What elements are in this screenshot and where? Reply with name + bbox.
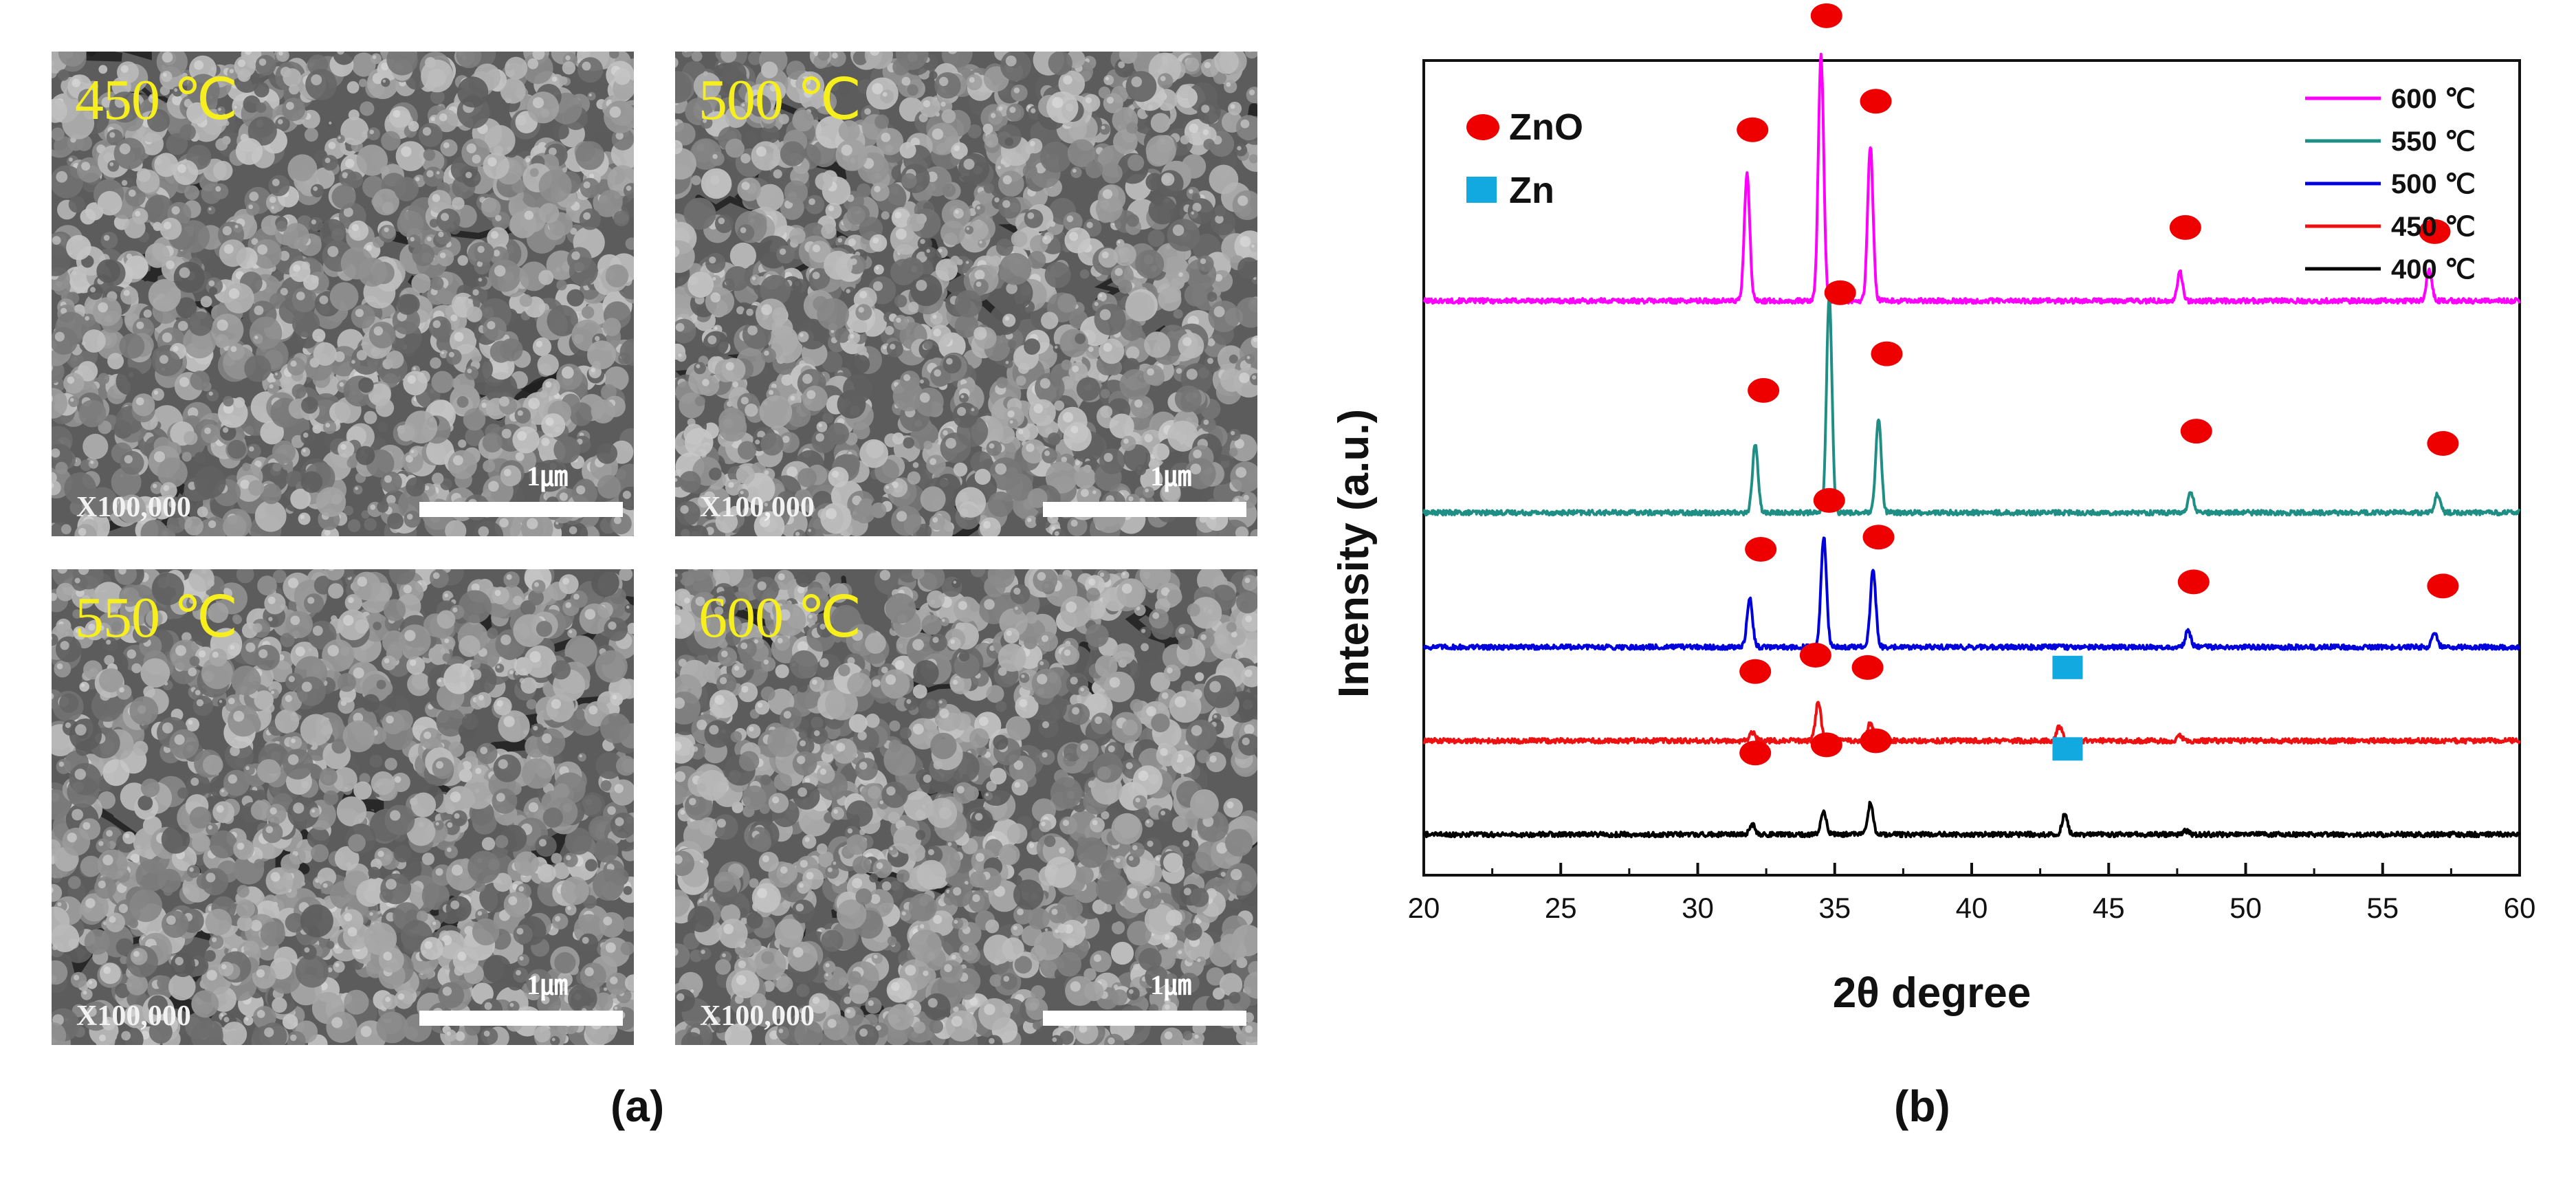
scale-bar <box>1043 502 1246 517</box>
legend-label: 500 ℃ <box>2391 169 2476 199</box>
zno-marker <box>2180 419 2212 444</box>
scale-label: 1㎛ <box>527 461 568 492</box>
zno-marker <box>1862 525 1895 550</box>
sem-texture <box>675 569 1257 1045</box>
scale-label: 1㎛ <box>527 969 568 1000</box>
magnification-label: X100,000 <box>700 492 815 523</box>
series-line-600 <box>1422 52 2521 305</box>
scale-bar <box>419 502 623 517</box>
zno-marker <box>1745 537 1777 562</box>
zno-marker <box>1799 643 1831 668</box>
scale-bar <box>419 1011 623 1026</box>
x-tick-label: 30 <box>1682 892 1714 924</box>
series-line-500 <box>1422 536 2521 651</box>
legend-label: 450 ℃ <box>2391 212 2476 242</box>
phase-legend-label: ZnO <box>1509 107 1583 148</box>
zno-marker <box>2427 430 2459 456</box>
sem-panel-600: 600 ℃ 1㎛ X100,000 <box>675 569 1257 1045</box>
zno-marker <box>2419 219 2451 244</box>
x-axis-label: 2θ degree <box>1833 969 2032 1017</box>
x-tick-label: 35 <box>1818 892 1851 924</box>
zno-marker <box>1860 728 1892 754</box>
temperature-label: 600 ℃ <box>698 586 861 650</box>
magnification-label: X100,000 <box>76 1000 191 1032</box>
sem-texture <box>52 52 634 536</box>
temperature-label: 450 ℃ <box>75 68 238 132</box>
zno-marker <box>1739 659 1772 684</box>
phase-markers <box>1737 3 2459 766</box>
x-ticks: 20 25 30 35 40 45 50 55 60 <box>1408 863 2536 924</box>
zno-marker <box>1860 89 1892 114</box>
magnification-label: X100,000 <box>700 1000 815 1032</box>
series-line-400 <box>1422 800 2521 839</box>
x-tick-label: 20 <box>1408 892 1440 924</box>
zno-marker <box>1824 280 1856 305</box>
zno-marker <box>2169 214 2201 240</box>
x-tick-label: 55 <box>2366 892 2399 924</box>
zno-marker <box>2427 573 2459 599</box>
x-tick-label: 40 <box>1956 892 1988 924</box>
x-tick-label: 45 <box>2093 892 2125 924</box>
sem-texture <box>52 569 634 1045</box>
zno-marker <box>1810 732 1842 758</box>
temperature-label: 500 ℃ <box>698 68 861 132</box>
zno-legend-marker <box>1466 114 1499 140</box>
scale-label: 1㎛ <box>1150 461 1191 492</box>
zno-marker <box>1813 487 1845 513</box>
series-line-550 <box>1422 296 2521 517</box>
phase-legend-label: Zn <box>1509 170 1554 211</box>
zno-marker <box>1737 117 1769 142</box>
legend-label: 550 ℃ <box>2391 126 2476 157</box>
zno-marker <box>1851 654 1884 680</box>
x-tick-label: 60 <box>2504 892 2536 924</box>
temperature-label: 550 ℃ <box>75 586 238 650</box>
sem-panel-550: 550 ℃ 1㎛ X100,000 <box>52 569 634 1045</box>
series-line-450 <box>1422 701 2521 745</box>
zn-marker <box>2052 655 2083 679</box>
zno-marker <box>1739 740 1772 766</box>
x-tick-label: 25 <box>1545 892 1577 924</box>
panel-b-caption: (b) <box>1894 1081 1950 1131</box>
scale-label: 1㎛ <box>1150 969 1191 1000</box>
zn-marker <box>2052 737 2083 761</box>
zno-marker <box>2177 569 2210 595</box>
series-group <box>1422 52 2521 839</box>
legend-label: 400 ℃ <box>2391 254 2476 285</box>
scale-bar <box>1043 1011 1246 1026</box>
sem-panel-450: 450 ℃ 1㎛ X100,000 <box>52 52 634 536</box>
zno-marker <box>1748 377 1780 403</box>
zno-marker <box>1871 341 1903 366</box>
phase-legend: ZnO Zn <box>1466 107 1583 211</box>
sem-panel-500: 500 ℃ 1㎛ X100,000 <box>675 52 1257 536</box>
magnification-label: X100,000 <box>76 492 191 523</box>
sem-texture <box>675 52 1257 536</box>
zn-legend-marker <box>1466 177 1497 203</box>
legend: 600 ℃ 550 ℃ 500 ℃ 450 ℃ 400 ℃ <box>2305 84 2476 285</box>
zno-marker <box>1810 3 1842 28</box>
y-axis-label: Intensity (a.u.) <box>1330 409 1378 698</box>
x-tick-label: 50 <box>2230 892 2262 924</box>
panel-a-caption: (a) <box>610 1081 665 1131</box>
legend-label: 600 ℃ <box>2391 84 2476 114</box>
